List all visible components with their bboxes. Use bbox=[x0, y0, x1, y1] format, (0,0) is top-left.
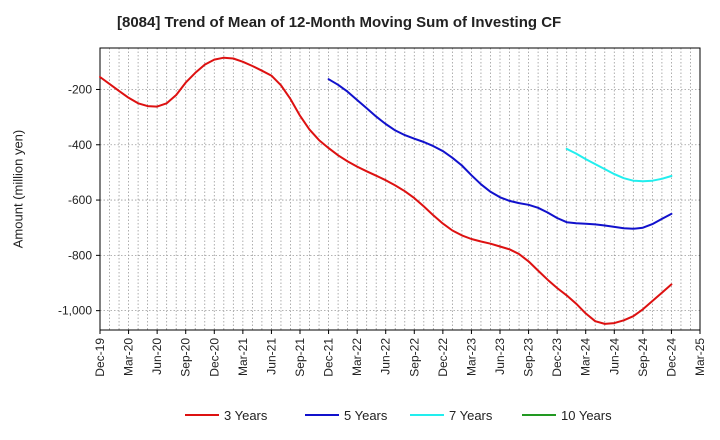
y-tick-label: -200 bbox=[68, 82, 92, 96]
y-axis-label: Amount (million yen) bbox=[10, 130, 25, 249]
x-tick-label: Mar-25 bbox=[693, 338, 707, 376]
legend-label-4: 10 Years bbox=[561, 408, 612, 423]
y-tick-label: -400 bbox=[68, 138, 92, 152]
series-lines bbox=[99, 56, 673, 325]
chart-title: [8084] Trend of Mean of 12-Month Moving … bbox=[117, 14, 562, 31]
x-tick-label: Sep-23 bbox=[522, 338, 536, 377]
x-tick-label: Mar-23 bbox=[464, 338, 478, 376]
y-axis: -200 -400 -600 -800 -1,000 bbox=[58, 82, 100, 318]
series-line-2 bbox=[327, 78, 673, 230]
x-tick-label: Jun-24 bbox=[607, 338, 621, 375]
x-tick-label: Jun-21 bbox=[264, 338, 278, 375]
legend-label-1: 3 Years bbox=[224, 408, 268, 423]
x-tick-label: Sep-20 bbox=[179, 338, 193, 377]
x-axis: Dec-19 Mar-20 Jun-20 Sep-20 Dec-20 Mar-21 Jun-… bbox=[93, 330, 707, 377]
x-tick-label: Sep-22 bbox=[407, 338, 421, 377]
plot-frame bbox=[99, 47, 701, 331]
legend-label-2: 5 Years bbox=[344, 408, 388, 423]
y-tick-label: -800 bbox=[68, 248, 92, 262]
x-tick-label: Mar-22 bbox=[350, 338, 364, 376]
grid-lines bbox=[100, 48, 700, 330]
x-tick-label: Dec-22 bbox=[436, 338, 450, 377]
x-tick-label: Dec-23 bbox=[550, 338, 564, 377]
x-tick-label: Mar-24 bbox=[579, 338, 593, 376]
series-line-3 bbox=[565, 147, 673, 183]
x-tick-label: Jun-23 bbox=[493, 338, 507, 375]
x-tick-label: Dec-19 bbox=[93, 338, 107, 377]
y-tick-label: -600 bbox=[68, 193, 92, 207]
x-tick-label: Jun-20 bbox=[150, 338, 164, 375]
x-tick-label: Mar-20 bbox=[122, 338, 136, 376]
y-tick-label: -1,000 bbox=[58, 304, 92, 318]
legend-label-3: 7 Years bbox=[449, 408, 493, 423]
x-tick-label: Sep-21 bbox=[293, 338, 307, 377]
x-tick-label: Mar-21 bbox=[236, 338, 250, 376]
x-tick-label: Sep-24 bbox=[636, 338, 650, 377]
series-line-1 bbox=[99, 56, 673, 325]
x-tick-label: Dec-21 bbox=[322, 338, 336, 377]
x-tick-label: Dec-20 bbox=[207, 338, 221, 377]
x-tick-label: Jun-22 bbox=[379, 338, 393, 375]
x-tick-label: Dec-24 bbox=[664, 338, 678, 377]
legend: 3 Years 5 Years 7 Years 10 Years bbox=[185, 408, 612, 423]
